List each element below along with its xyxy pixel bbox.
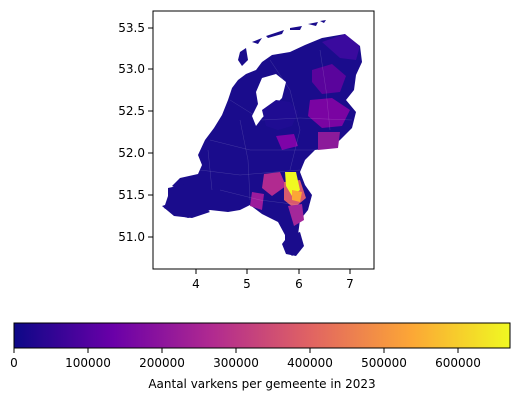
colorbar-tick-label: 200000 — [139, 356, 185, 370]
municipality-region-zeeland-south — [162, 200, 210, 218]
municipality-region-vlieland — [252, 38, 262, 44]
municipality-region-mainland — [164, 34, 362, 256]
x-tick-label: 5 — [243, 277, 251, 291]
municipality-region-texel — [238, 48, 248, 66]
colorbar-tick-label: 500000 — [361, 356, 407, 370]
x-tick-label: 6 — [295, 277, 303, 291]
municipality-region-drenthe — [312, 64, 346, 94]
x-tick-label: 4 — [192, 277, 200, 291]
municipality-region-achterhoek — [318, 132, 340, 150]
y-tick-label: 51.5 — [118, 188, 145, 202]
colorbar: 0 100000 200000 300000 400000 500000 600… — [10, 322, 511, 391]
municipality-region-gelderse-vallei — [276, 134, 298, 150]
x-axis: 4 5 6 7 — [192, 269, 354, 291]
municipality-region-north-limburg — [288, 204, 304, 226]
y-axis: 53.5 53.0 52.5 52.0 51.5 51.0 — [118, 21, 153, 244]
colorbar-tick-label: 0 — [10, 356, 18, 370]
map-axes-frame — [152, 10, 375, 270]
y-tick-label: 53.0 — [118, 62, 145, 76]
municipality-region-schiermonnikoog — [308, 22, 318, 26]
y-tick-label: 52.0 — [118, 146, 145, 160]
municipality-region-highest-density — [285, 172, 300, 196]
municipal-borders — [199, 49, 353, 206]
colorbar-gradient — [13, 322, 511, 349]
municipality-region-gemert-bakel — [292, 190, 302, 202]
municipality-region-terschelling — [266, 30, 284, 38]
municipality-region-south-limburg — [282, 232, 304, 256]
y-tick-label: 51.0 — [118, 230, 145, 244]
colorbar-tick-label: 300000 — [213, 356, 259, 370]
colorbar-tick-label: 400000 — [287, 356, 333, 370]
colorbar-label: Aantal varkens per gemeente in 2023 — [148, 377, 375, 391]
municipality-region-overijssel — [308, 98, 350, 128]
colorbar-tick-label: 600000 — [435, 356, 481, 370]
municipality-region-rottum — [320, 20, 326, 23]
netherlands-map — [162, 20, 362, 256]
municipality-region-ameland — [290, 26, 302, 30]
municipality-region-brabant-east — [262, 172, 286, 196]
y-tick-label: 53.5 — [118, 21, 145, 35]
municipality-region-zeeland-north — [168, 184, 194, 198]
colorbar-tick-label: 100000 — [65, 356, 111, 370]
municipality-region-flevoland — [262, 100, 298, 130]
municipality-region-brabant-south — [250, 192, 264, 210]
municipality-region-groningen-east — [322, 34, 360, 60]
y-tick-label: 52.5 — [118, 104, 145, 118]
ijsselmeer-water — [252, 74, 286, 126]
x-tick-label: 7 — [346, 277, 354, 291]
